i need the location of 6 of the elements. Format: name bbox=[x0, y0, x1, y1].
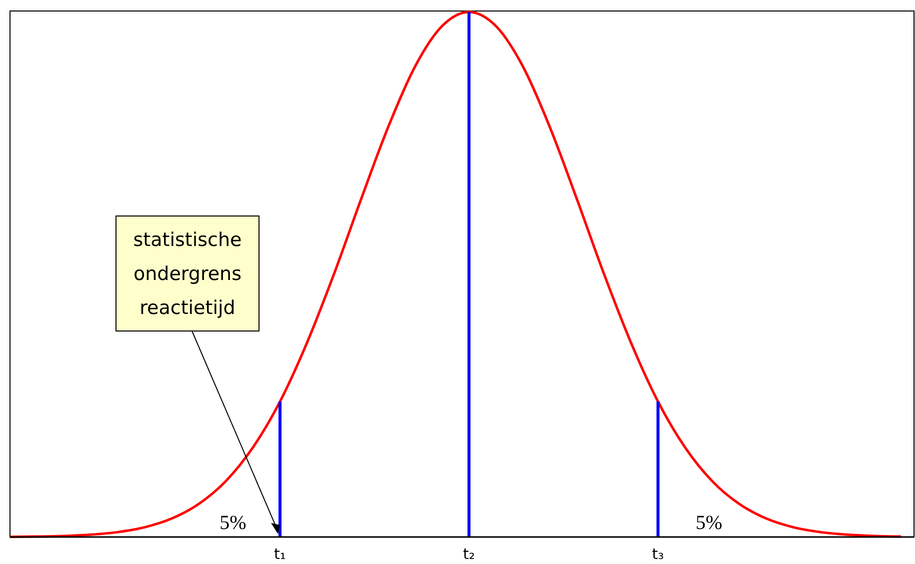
x-tick-label: t₁ bbox=[274, 545, 286, 563]
annotation: 5% bbox=[696, 512, 722, 534]
annotation: statistische ondergrens reactietijd bbox=[133, 229, 242, 319]
annotation: 5% bbox=[220, 512, 246, 534]
x-tick-label: t₂ bbox=[463, 545, 475, 563]
x-tick-label: t₃ bbox=[652, 545, 664, 563]
